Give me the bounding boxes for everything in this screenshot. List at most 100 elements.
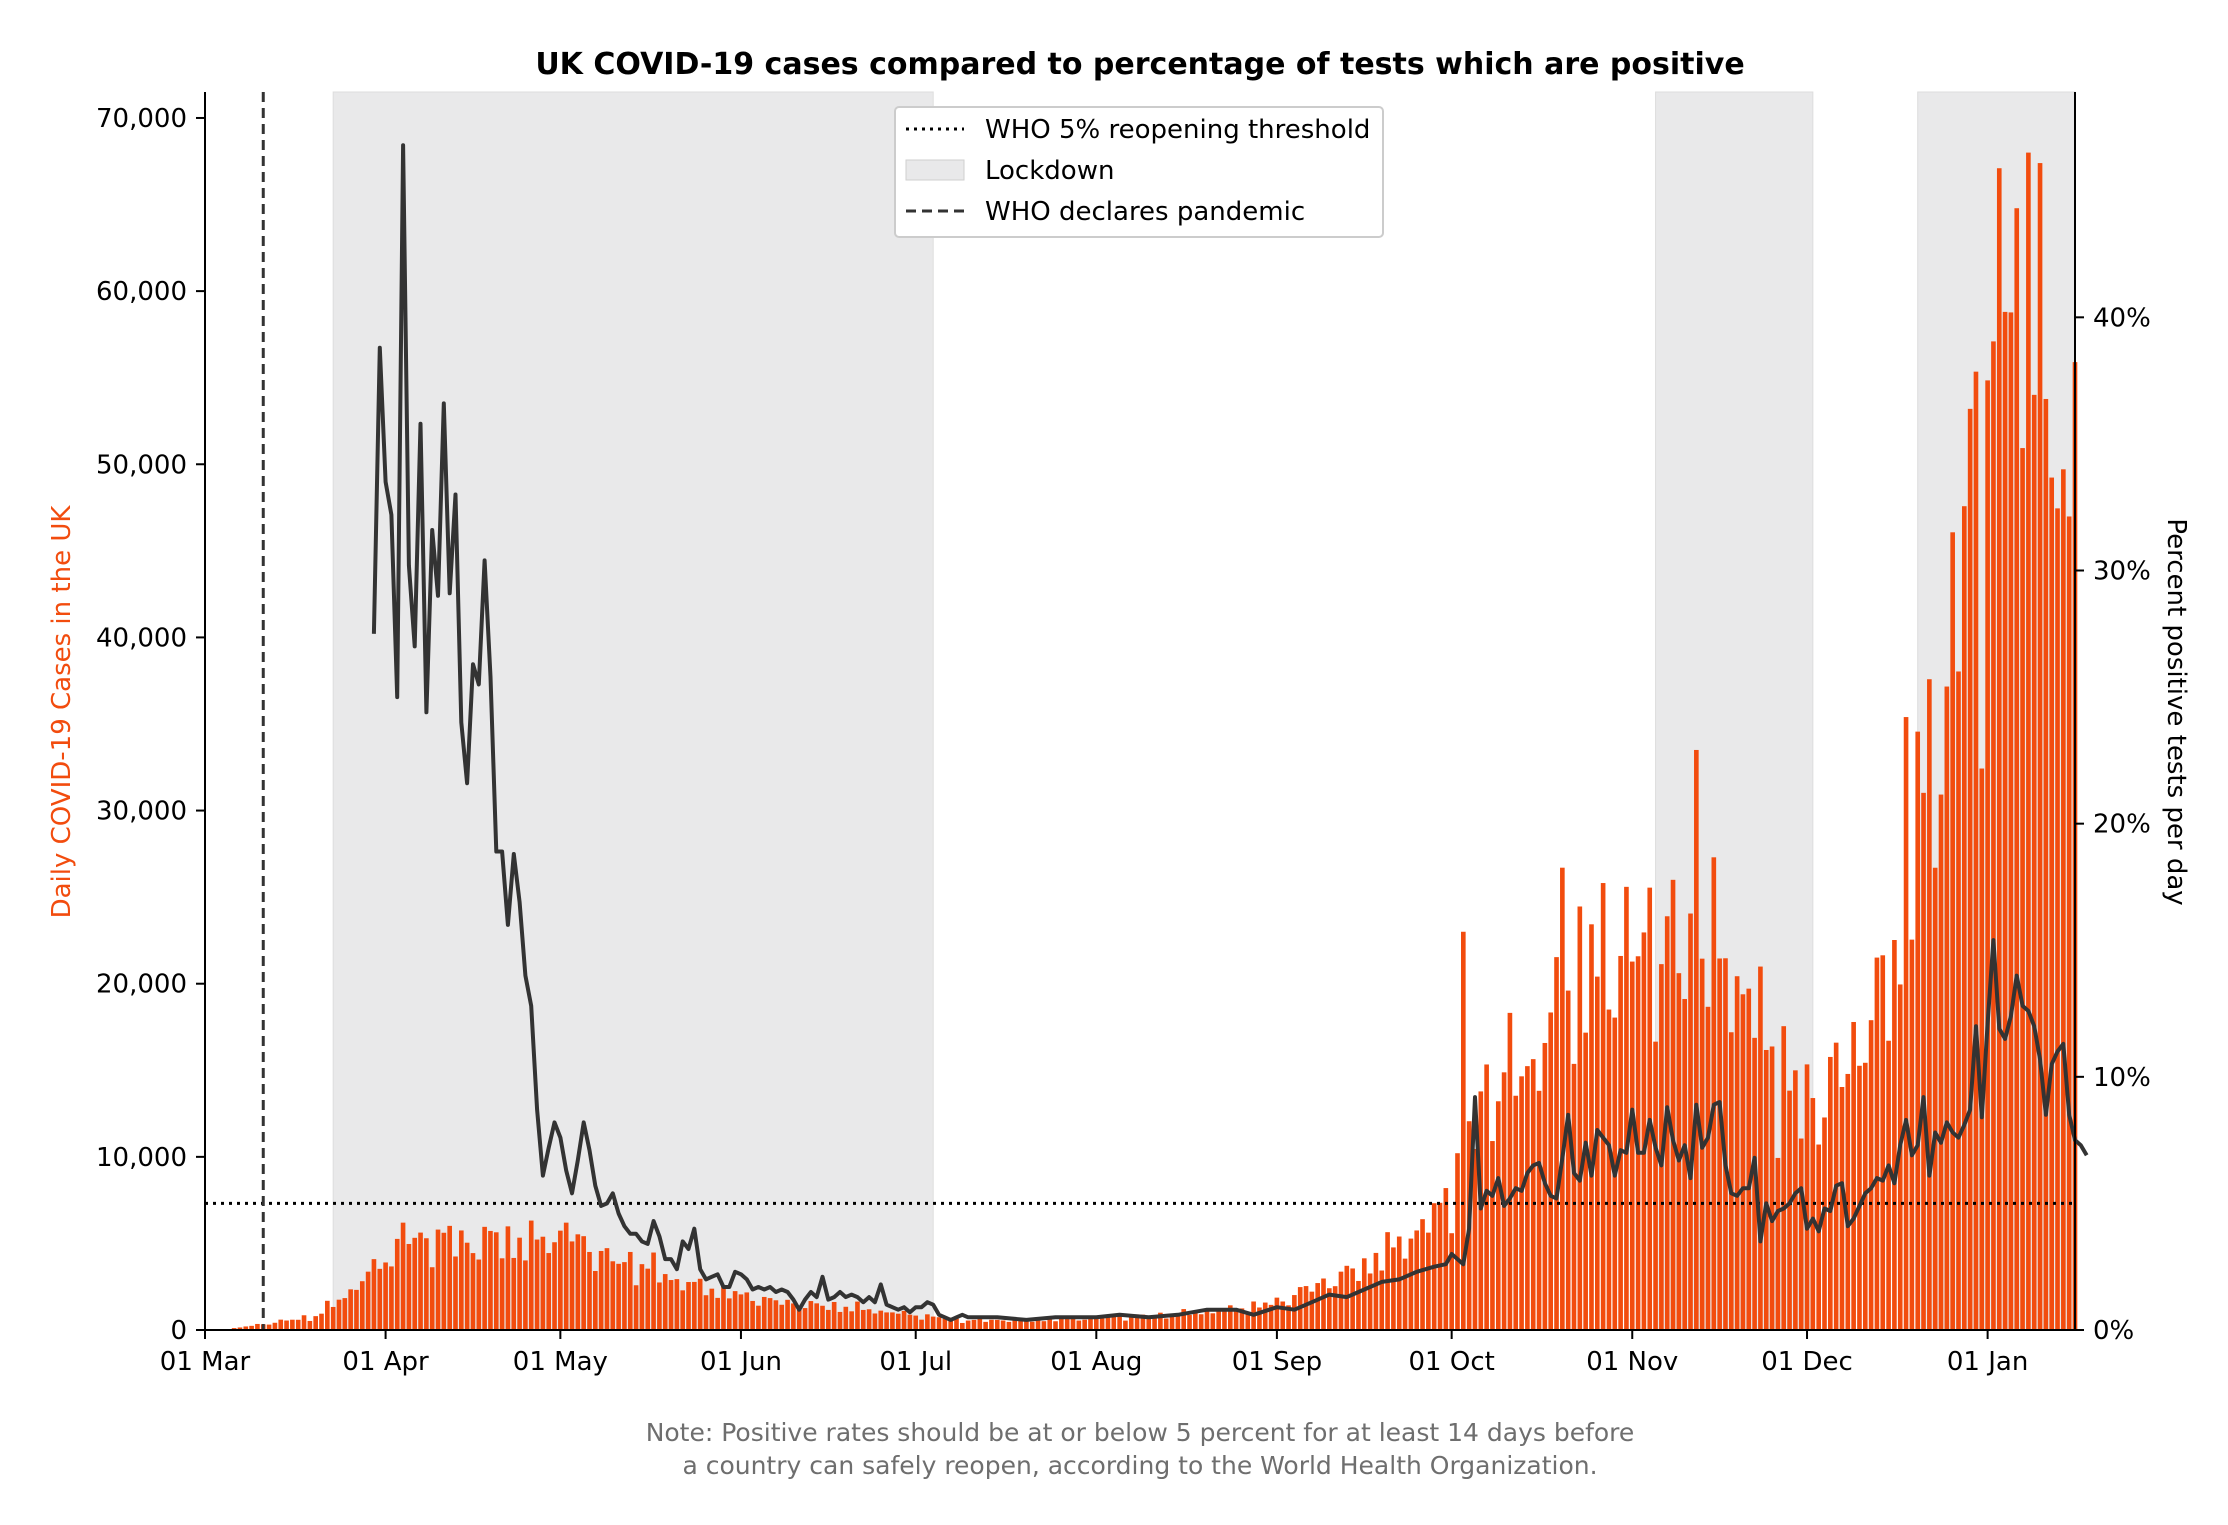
case-bar	[2002, 311, 2008, 1331]
y-axis-left-label: Daily COVID-19 Cases in the UK	[47, 505, 77, 919]
case-bar	[1927, 679, 1932, 1330]
case-bar	[447, 1225, 452, 1330]
x-tick-label: 01 Aug	[1050, 1347, 1142, 1377]
case-bar	[1292, 1295, 1297, 1330]
case-bar	[1257, 1307, 1262, 1330]
case-bar	[581, 1236, 586, 1330]
case-bar	[1938, 794, 1944, 1330]
case-bar	[1536, 1090, 1542, 1330]
case-bar	[1117, 1316, 1122, 1330]
case-bar	[930, 1316, 936, 1330]
x-tick-label: 01 Jun	[700, 1347, 782, 1377]
case-bar	[1356, 1280, 1361, 1330]
case-bar	[1577, 906, 1583, 1330]
case-bar	[383, 1262, 388, 1330]
case-bar	[1239, 1308, 1245, 1330]
case-bar	[1967, 408, 1973, 1330]
case-bar	[558, 1230, 563, 1330]
case-bar	[645, 1268, 651, 1330]
case-bar	[429, 1267, 435, 1330]
case-bar	[1262, 1302, 1268, 1330]
case-bar	[482, 1226, 487, 1330]
case-bar	[802, 1308, 808, 1330]
case-bar	[831, 1301, 837, 1330]
case-bar	[1822, 1117, 1827, 1330]
case-bar	[1455, 1153, 1460, 1330]
positive-rate-line	[371, 143, 2089, 1322]
case-bar	[1472, 1148, 1478, 1330]
case-bar	[1227, 1305, 1233, 1330]
case-bar	[1624, 886, 1629, 1330]
lockdown-band	[1655, 91, 1814, 1331]
case-bar	[1548, 1012, 1554, 1330]
case-bar	[1204, 1311, 1210, 1330]
case-bar	[1076, 1320, 1082, 1330]
case-bar	[622, 1262, 627, 1330]
case-bar	[1507, 1012, 1513, 1330]
case-bar	[808, 1301, 814, 1330]
case-bar	[1816, 1144, 1821, 1330]
case-bar	[884, 1312, 889, 1330]
case-bar	[1286, 1305, 1291, 1330]
case-bar	[1082, 1319, 1087, 1330]
case-bar	[1711, 857, 1717, 1330]
case-bar	[948, 1317, 953, 1330]
case-bar	[1175, 1315, 1181, 1330]
case-bar	[942, 1318, 948, 1330]
case-bar	[1484, 1064, 1489, 1330]
case-bar	[1140, 1314, 1146, 1330]
case-bar	[878, 1310, 884, 1330]
case-bar	[365, 1271, 371, 1330]
case-bar	[1280, 1301, 1286, 1330]
case-bar	[1402, 1258, 1408, 1330]
case-bar	[1758, 966, 1763, 1330]
case-bar	[686, 1282, 691, 1330]
case-bar	[1519, 1076, 1524, 1330]
case-bar	[255, 1323, 260, 1330]
case-bar	[1146, 1316, 1152, 1330]
case-bar	[1554, 957, 1559, 1330]
case-bar	[697, 1278, 703, 1330]
case-bar	[1892, 940, 1897, 1330]
case-bar	[1029, 1321, 1035, 1330]
legend-lockdown-swatch	[905, 159, 965, 181]
case-bar	[1653, 1041, 1658, 1330]
case-bar	[2014, 208, 2020, 1330]
case-bar	[2055, 508, 2060, 1330]
case-bar	[1420, 1219, 1425, 1330]
case-bar	[424, 1238, 429, 1330]
case-bar	[1274, 1297, 1280, 1330]
case-bar	[1734, 976, 1740, 1330]
line-series	[371, 143, 2089, 1322]
case-bar	[325, 1300, 330, 1330]
case-bar	[994, 1319, 1000, 1330]
x-tick-label: 01 Jan	[1947, 1347, 2028, 1377]
case-bar	[2020, 448, 2025, 1331]
y-left-tick-label: 30,000	[96, 797, 187, 827]
case-bar	[1886, 1040, 1891, 1330]
case-bar	[1746, 988, 1752, 1330]
case-bar	[767, 1298, 773, 1330]
y-right-tick-label: 10%	[2093, 1063, 2151, 1093]
case-bar	[1903, 717, 1909, 1330]
case-bar	[1839, 1086, 1845, 1330]
case-bar	[377, 1268, 383, 1330]
lockdown-shading	[332, 91, 2076, 1331]
case-bar	[1787, 1090, 1792, 1330]
case-bar	[965, 1320, 971, 1330]
x-tick-label: 01 Dec	[1761, 1347, 1853, 1377]
x-tick-label: 01 Nov	[1586, 1347, 1678, 1377]
case-bar	[2031, 394, 2037, 1331]
case-bar	[1449, 1233, 1454, 1330]
case-bar	[773, 1300, 779, 1330]
case-bar	[406, 1243, 412, 1330]
y-axis-right-label: Percent positive tests per day	[2161, 518, 2191, 905]
x-tick-label: 01 Oct	[1409, 1347, 1495, 1377]
case-bar	[1583, 1032, 1588, 1330]
case-bar	[505, 1226, 511, 1330]
case-bar	[1012, 1319, 1018, 1330]
y-left-tick-label: 0	[170, 1316, 187, 1346]
case-bar	[394, 1238, 400, 1330]
case-bar	[359, 1281, 365, 1330]
